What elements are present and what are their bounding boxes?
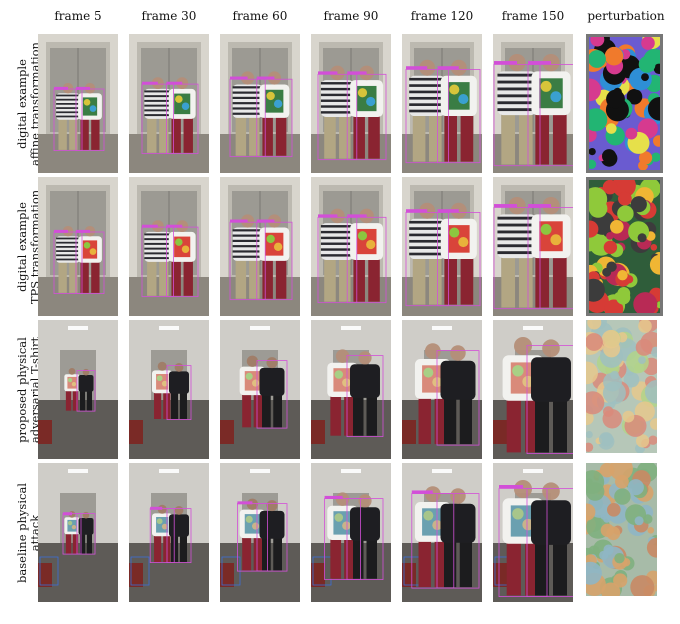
column-header-frame-60: frame 60 [232,9,288,23]
column-header-perturbation: perturbation [587,9,665,23]
frame-image-r2-c6 [493,177,573,316]
column-header-frame-30: frame 30 [141,9,197,23]
column-header-frame-5: frame 5 [54,9,102,23]
frame-image-r4-c4 [311,463,391,602]
frame-image-r1-c4 [311,34,391,173]
perturbation-image-r2 [586,177,663,316]
frame-image-r2-c1 [38,177,118,316]
frame-image-r3-c2 [129,320,209,459]
frame-image-r2-c3 [220,177,300,316]
column-header-frame-120: frame 120 [410,9,474,23]
frame-image-r1-c1 [38,34,118,173]
frame-image-r3-c6 [493,320,573,459]
frame-image-r4-c1 [38,463,118,602]
frame-image-r1-c6 [493,34,573,173]
frame-image-r1-c5 [402,34,482,173]
column-header-frame-150: frame 150 [501,9,565,23]
frame-image-r3-c1 [38,320,118,459]
frame-image-r4-c5 [402,463,482,602]
frame-image-r3-c5 [402,320,482,459]
frame-image-r4-c2 [129,463,209,602]
perturbation-image-r3 [586,320,663,459]
frame-image-r2-c5 [402,177,482,316]
frame-image-r1-c3 [220,34,300,173]
perturbation-image-r1 [586,34,663,173]
perturbation-image-r4 [586,463,663,602]
column-header-frame-90: frame 90 [323,9,379,23]
frame-image-r4-c6 [493,463,573,602]
frame-image-r3-c4 [311,320,391,459]
frame-image-r1-c2 [129,34,209,173]
frame-image-r3-c3 [220,320,300,459]
frame-image-r2-c2 [129,177,209,316]
frame-image-r4-c3 [220,463,300,602]
frame-image-r2-c4 [311,177,391,316]
